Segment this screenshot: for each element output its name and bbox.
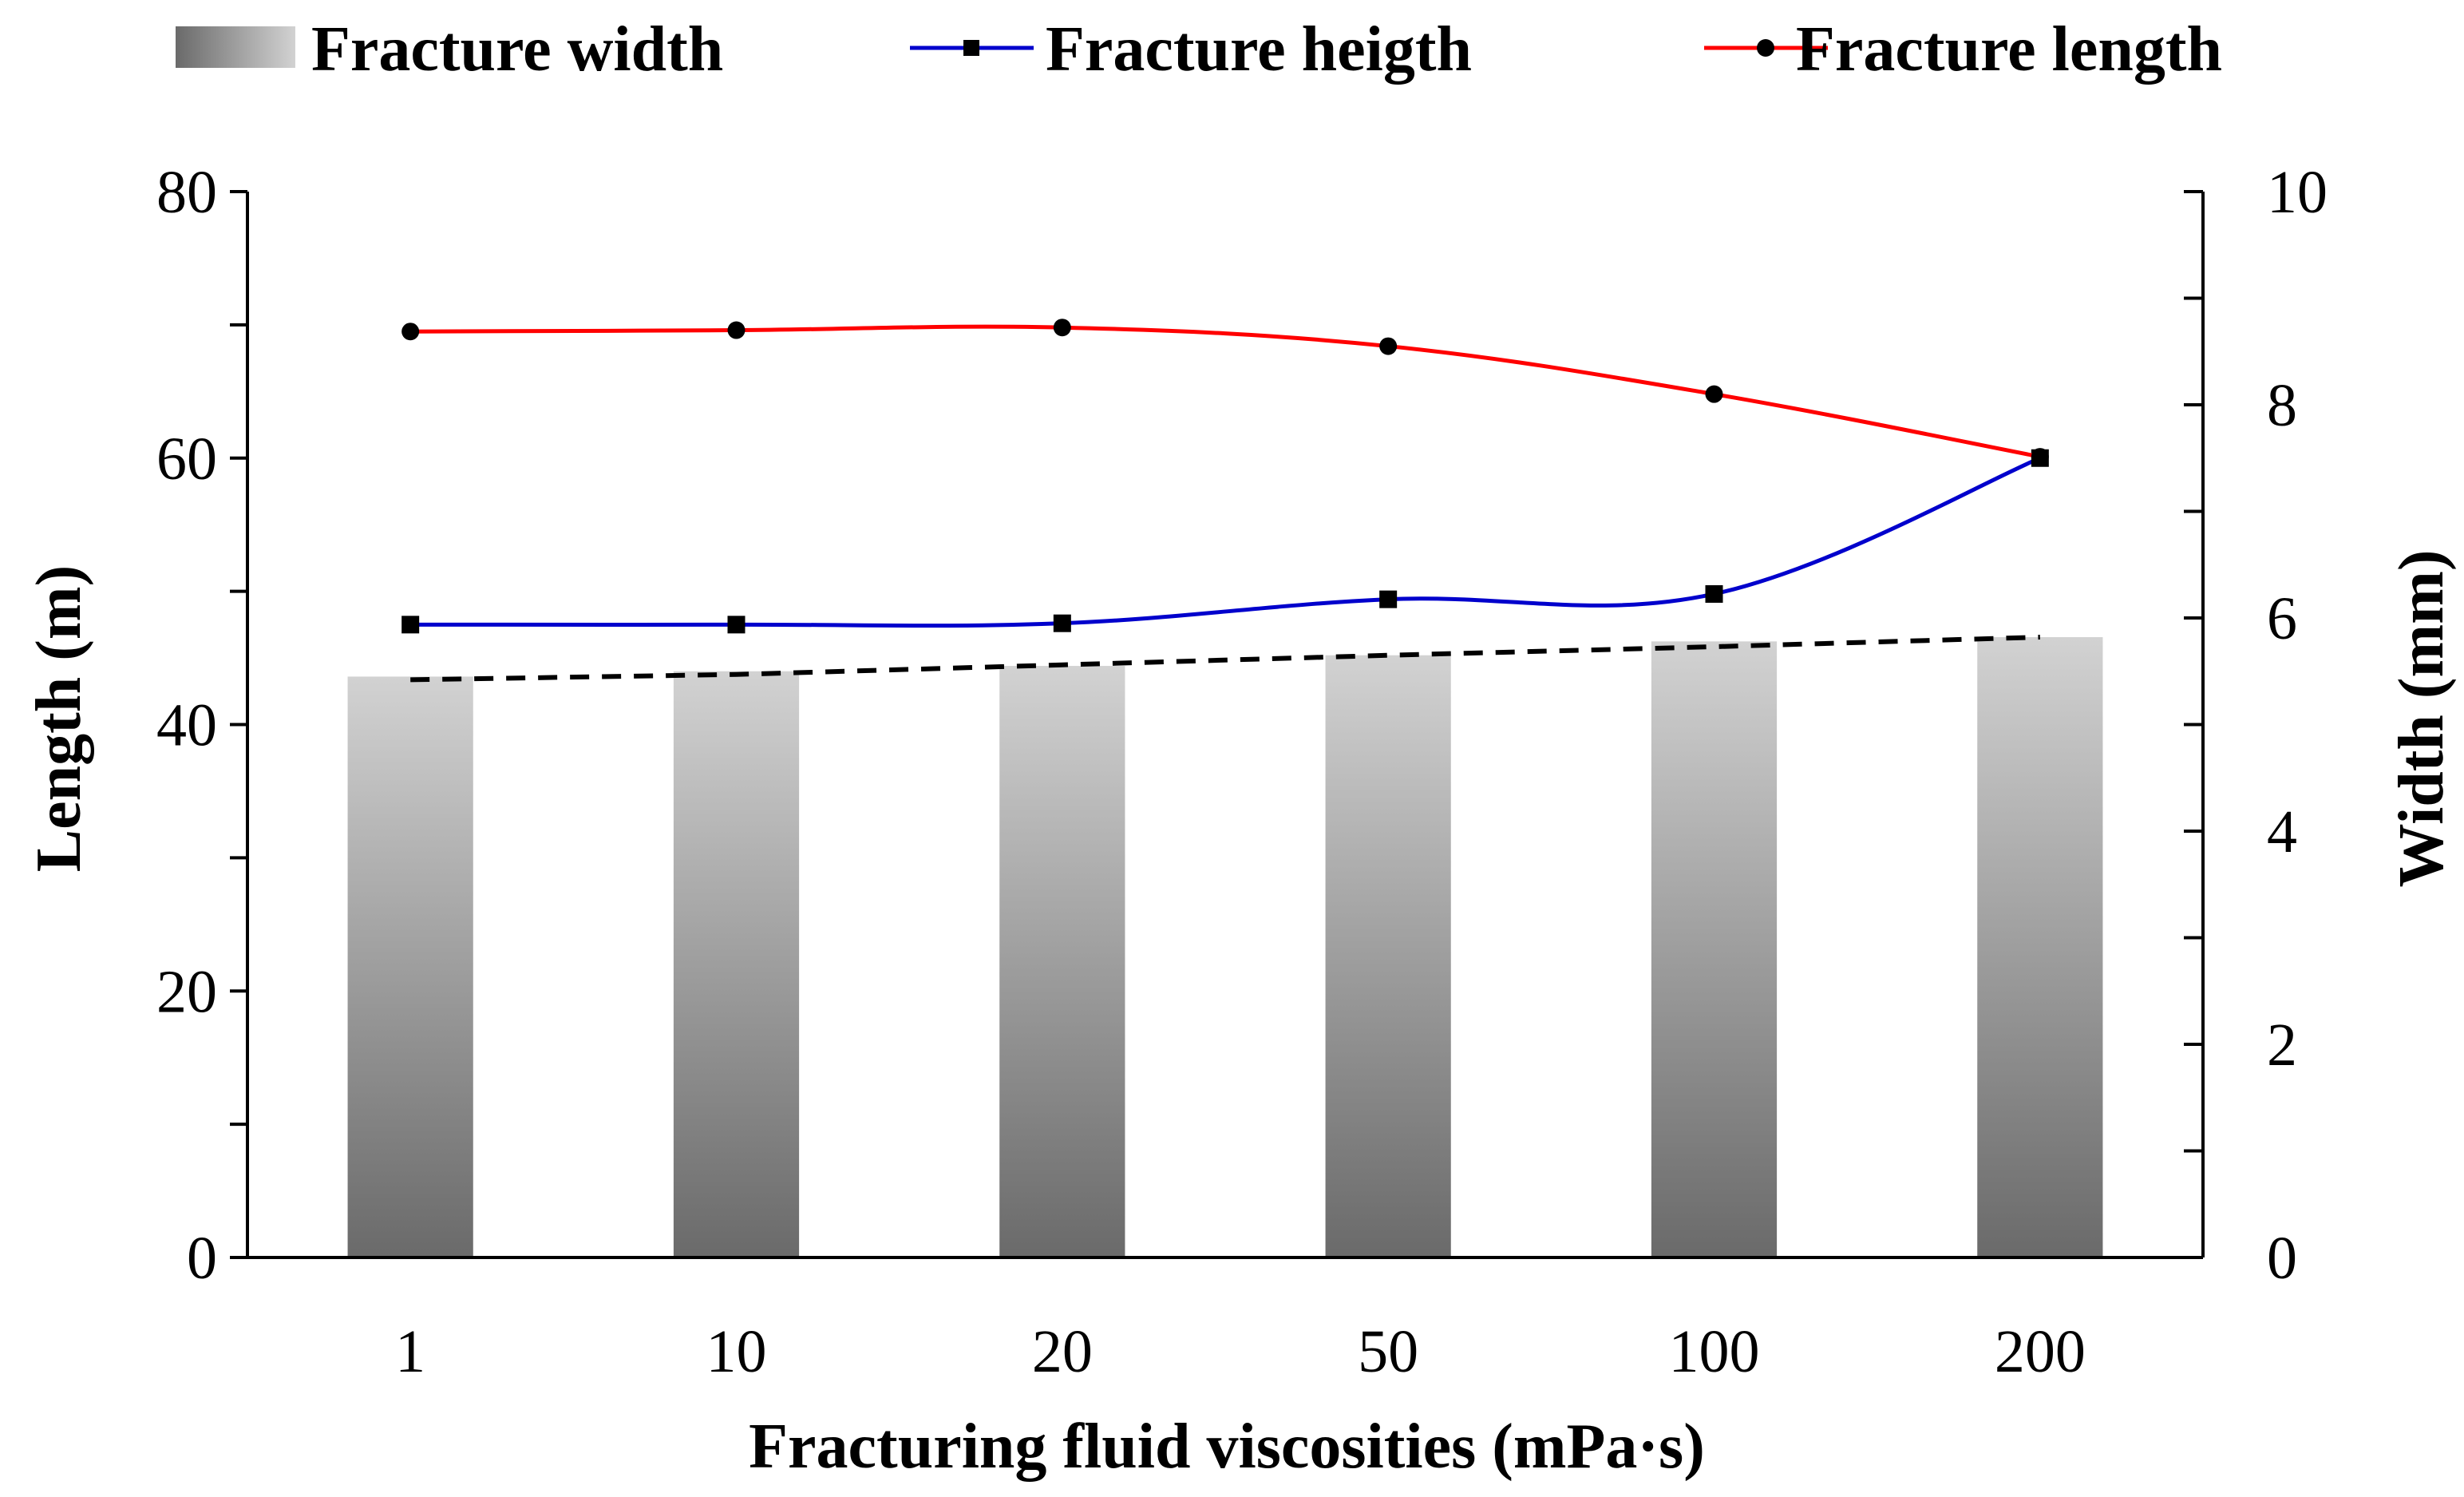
width-bar-1 <box>347 676 473 1257</box>
x-tick-label: 1 <box>395 1318 425 1385</box>
width-bar-200 <box>1977 637 2103 1257</box>
legend-marker-length <box>1757 39 1774 57</box>
y2-tick-label: 8 <box>2267 372 2297 439</box>
height-line <box>410 456 2041 628</box>
width-bar-10 <box>673 671 800 1257</box>
width-trendline <box>410 635 2040 683</box>
length-point-1 <box>401 323 420 341</box>
y-tick-label: 20 <box>156 958 217 1025</box>
axes: 0 20 40 60 80 0 2 4 6 8 10 1 10 20 50 100 200 <box>156 159 2328 1385</box>
y2-axis-title: Width (mm) <box>2387 550 2457 888</box>
length-point-200 <box>2031 448 2049 466</box>
y2-tick-label: 0 <box>2267 1225 2297 1292</box>
legend-marker-height <box>963 40 979 56</box>
width-bars <box>347 637 2103 1257</box>
y-tick-label: 60 <box>156 426 217 493</box>
width-bar-50 <box>1325 655 1451 1257</box>
x-tick-label: 50 <box>1358 1318 1418 1385</box>
height-point-20 <box>1053 614 1071 632</box>
width-trendline-path <box>410 635 2040 683</box>
height-point-10 <box>727 616 746 634</box>
y2-tick-label: 10 <box>2267 159 2328 226</box>
length-point-20 <box>1053 319 1071 337</box>
x-tick-label: 200 <box>1995 1318 2086 1385</box>
width-bar-20 <box>999 666 1125 1257</box>
length-point-10 <box>727 321 746 339</box>
x-tick-label: 20 <box>1032 1318 1093 1385</box>
y-axis-title: Length (m) <box>24 565 94 872</box>
x-axis-title: Fracturing fluid viscosities (mPa·s) <box>749 1412 1705 1482</box>
y2-tick-label: 6 <box>2267 585 2297 652</box>
x-tick-label: 10 <box>706 1318 767 1385</box>
length-point-100 <box>1705 385 1723 403</box>
y2-tick-label: 2 <box>2267 1012 2297 1079</box>
height-point-50 <box>1379 590 1398 608</box>
height-point-1 <box>401 616 420 634</box>
legend-label-length: Fracture length <box>1796 14 2222 85</box>
legend-label-height: Fracture heigth <box>1046 14 1472 85</box>
legend: Fracture width Fracture heigth Fracture … <box>176 14 2222 85</box>
y-tick-label: 0 <box>187 1225 217 1292</box>
line-series <box>401 319 2049 634</box>
y-tick-label: 80 <box>156 159 217 226</box>
length-line <box>410 324 2041 459</box>
x-tick-label: 100 <box>1669 1318 1760 1385</box>
width-bar-100 <box>1651 641 1778 1257</box>
legend-label-width: Fracture width <box>311 14 723 85</box>
height-point-100 <box>1705 584 1723 603</box>
legend-swatch-width <box>176 26 295 68</box>
length-point-50 <box>1379 337 1398 355</box>
y2-tick-label: 4 <box>2267 798 2297 865</box>
y-tick-label: 40 <box>156 692 217 759</box>
